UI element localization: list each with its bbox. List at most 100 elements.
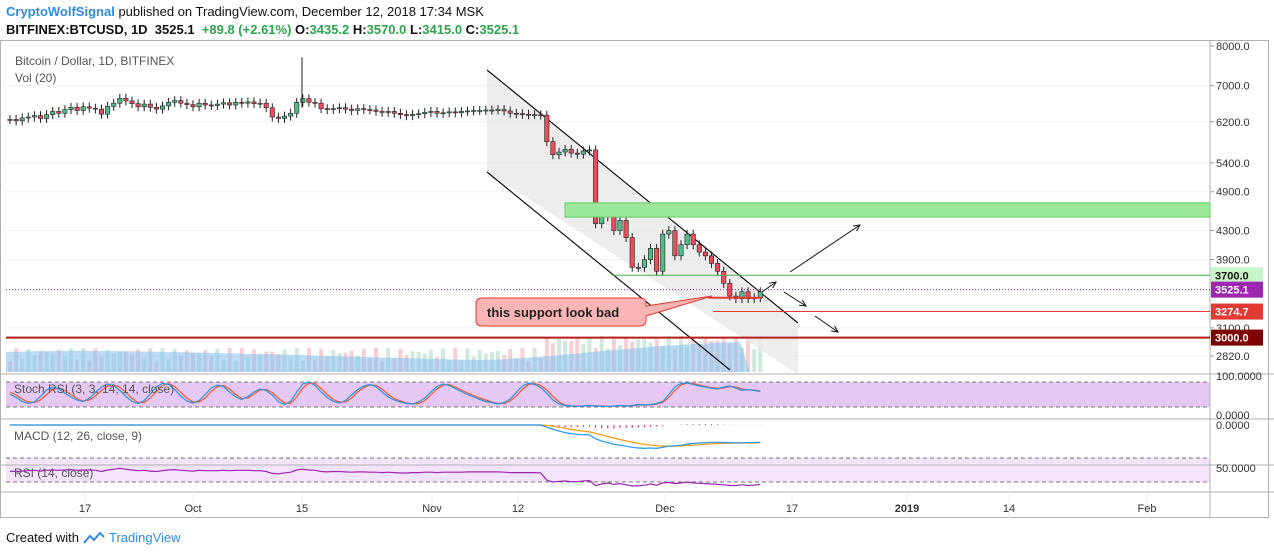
rsi-band [6,458,1210,482]
price-levels[interactable] [6,202,1211,339]
created-with-text: Created with [6,530,79,545]
stoch-tick-label: 0.0000 [1216,410,1250,422]
candle-body [221,102,227,105]
price-tick-label: 7000.0 [1216,81,1250,93]
candle-body [86,106,92,109]
candle-body [641,259,647,268]
candle-body [550,141,556,156]
price-tick-label: 4900.0 [1216,187,1250,199]
candle-body [367,109,373,111]
candle-body [99,108,105,115]
price-change: +89.8 (+2.61%) [201,22,292,37]
candle-body [623,220,629,238]
stoch-rsi-label: Stoch RSI (3, 3, 14, 14, close) [14,382,174,396]
callout-bubble [475,295,713,327]
candle-body [123,97,129,102]
candle-body [31,115,37,118]
open-label: O: [295,22,310,37]
candle-body [647,248,653,260]
resistance-zone [564,202,1211,218]
candle-body [111,102,117,107]
price-chart[interactable]: this support look bad 8000.0 7000.0 6200.0… [0,40,1274,518]
level-3000-label-bg [1211,329,1263,346]
last-price-label-bg [1211,281,1263,298]
candle-body [300,98,306,103]
volume-bars [6,336,763,372]
volume-bar [758,336,763,372]
candle-body [306,98,312,103]
low-value: 3415.0 [422,22,463,37]
arrow-small-up-head [769,281,777,289]
open-value: 3435.2 [309,22,350,37]
candle-body [129,100,135,104]
support-callout[interactable]: this support look bad [475,295,713,327]
candle-body [672,230,678,257]
time-tick-label: 15 [296,503,308,515]
resistance-price-label: 3700.0 [1215,270,1249,282]
price-tick-label: 5400.0 [1216,158,1250,170]
candle-body [153,106,159,110]
candle-body [489,109,495,112]
candle-body [458,111,464,114]
candle-body [666,230,672,235]
projection-arrows[interactable] [761,224,861,333]
candle-body [13,119,19,122]
candle-body [574,152,580,155]
level-3000-label: 3000.0 [1215,333,1249,345]
candle-body [141,103,147,108]
candle-body [239,101,245,104]
candle-body [556,151,562,156]
candle-body [629,237,635,268]
candle-body [379,111,385,113]
candle-body [538,114,544,116]
candle-body [196,102,202,108]
candle-body [446,111,452,114]
resistance-price-label-bg [1211,267,1263,284]
symbol: BITFINEX:BTCUSD, 1D [6,22,148,37]
tradingview-brand[interactable]: TradingView [108,530,181,545]
price-tick-label: 2820.0 [1216,351,1250,363]
candle-body [318,102,324,109]
stoch-k-line [9,381,761,407]
candle-body [532,114,538,116]
price-tick-label: 6200.0 [1216,117,1250,129]
tradingview-logo-icon [83,531,105,544]
indicator-lines [9,381,761,487]
candle-body [568,149,574,154]
close-label: C: [465,22,480,37]
candle-body [50,111,56,115]
candle-body [391,111,397,114]
candle-body [422,112,428,115]
candle-body [263,102,269,109]
low-label: L: [410,22,423,37]
time-axis: 17 Oct 15 Nov 12 Dec 17 2019 14 Feb [79,492,1156,518]
chart-border [0,40,1269,518]
candle-body [37,115,43,119]
candle-body [397,112,403,115]
macd-tick-label: 0.0000 [1216,420,1250,432]
time-tick-label: Nov [422,503,442,515]
macd-line [10,424,761,450]
author-link[interactable]: CryptoWolfSignal [6,4,115,19]
candle-body [288,112,294,117]
candle-body [599,216,605,225]
candle-body [92,107,98,110]
candle-body [147,103,153,108]
candle-body [660,233,666,272]
candle-body [190,104,196,108]
candle-body [233,101,239,106]
candle-body [684,233,690,246]
stoch-tick-label: 100.0000 [1216,371,1262,383]
candle-body [135,103,141,108]
candle-body [501,109,507,112]
rsi-label: RSI (14, close) [14,466,93,480]
candle-body [251,101,257,104]
candle-body [654,248,660,272]
volume-bar [752,349,757,372]
channel-upper-line [486,69,799,324]
candle-body [617,220,623,231]
volume-label: Vol (20) [15,71,56,85]
candle-body [696,244,702,253]
candle-body [544,114,550,142]
candle-body [330,108,336,110]
